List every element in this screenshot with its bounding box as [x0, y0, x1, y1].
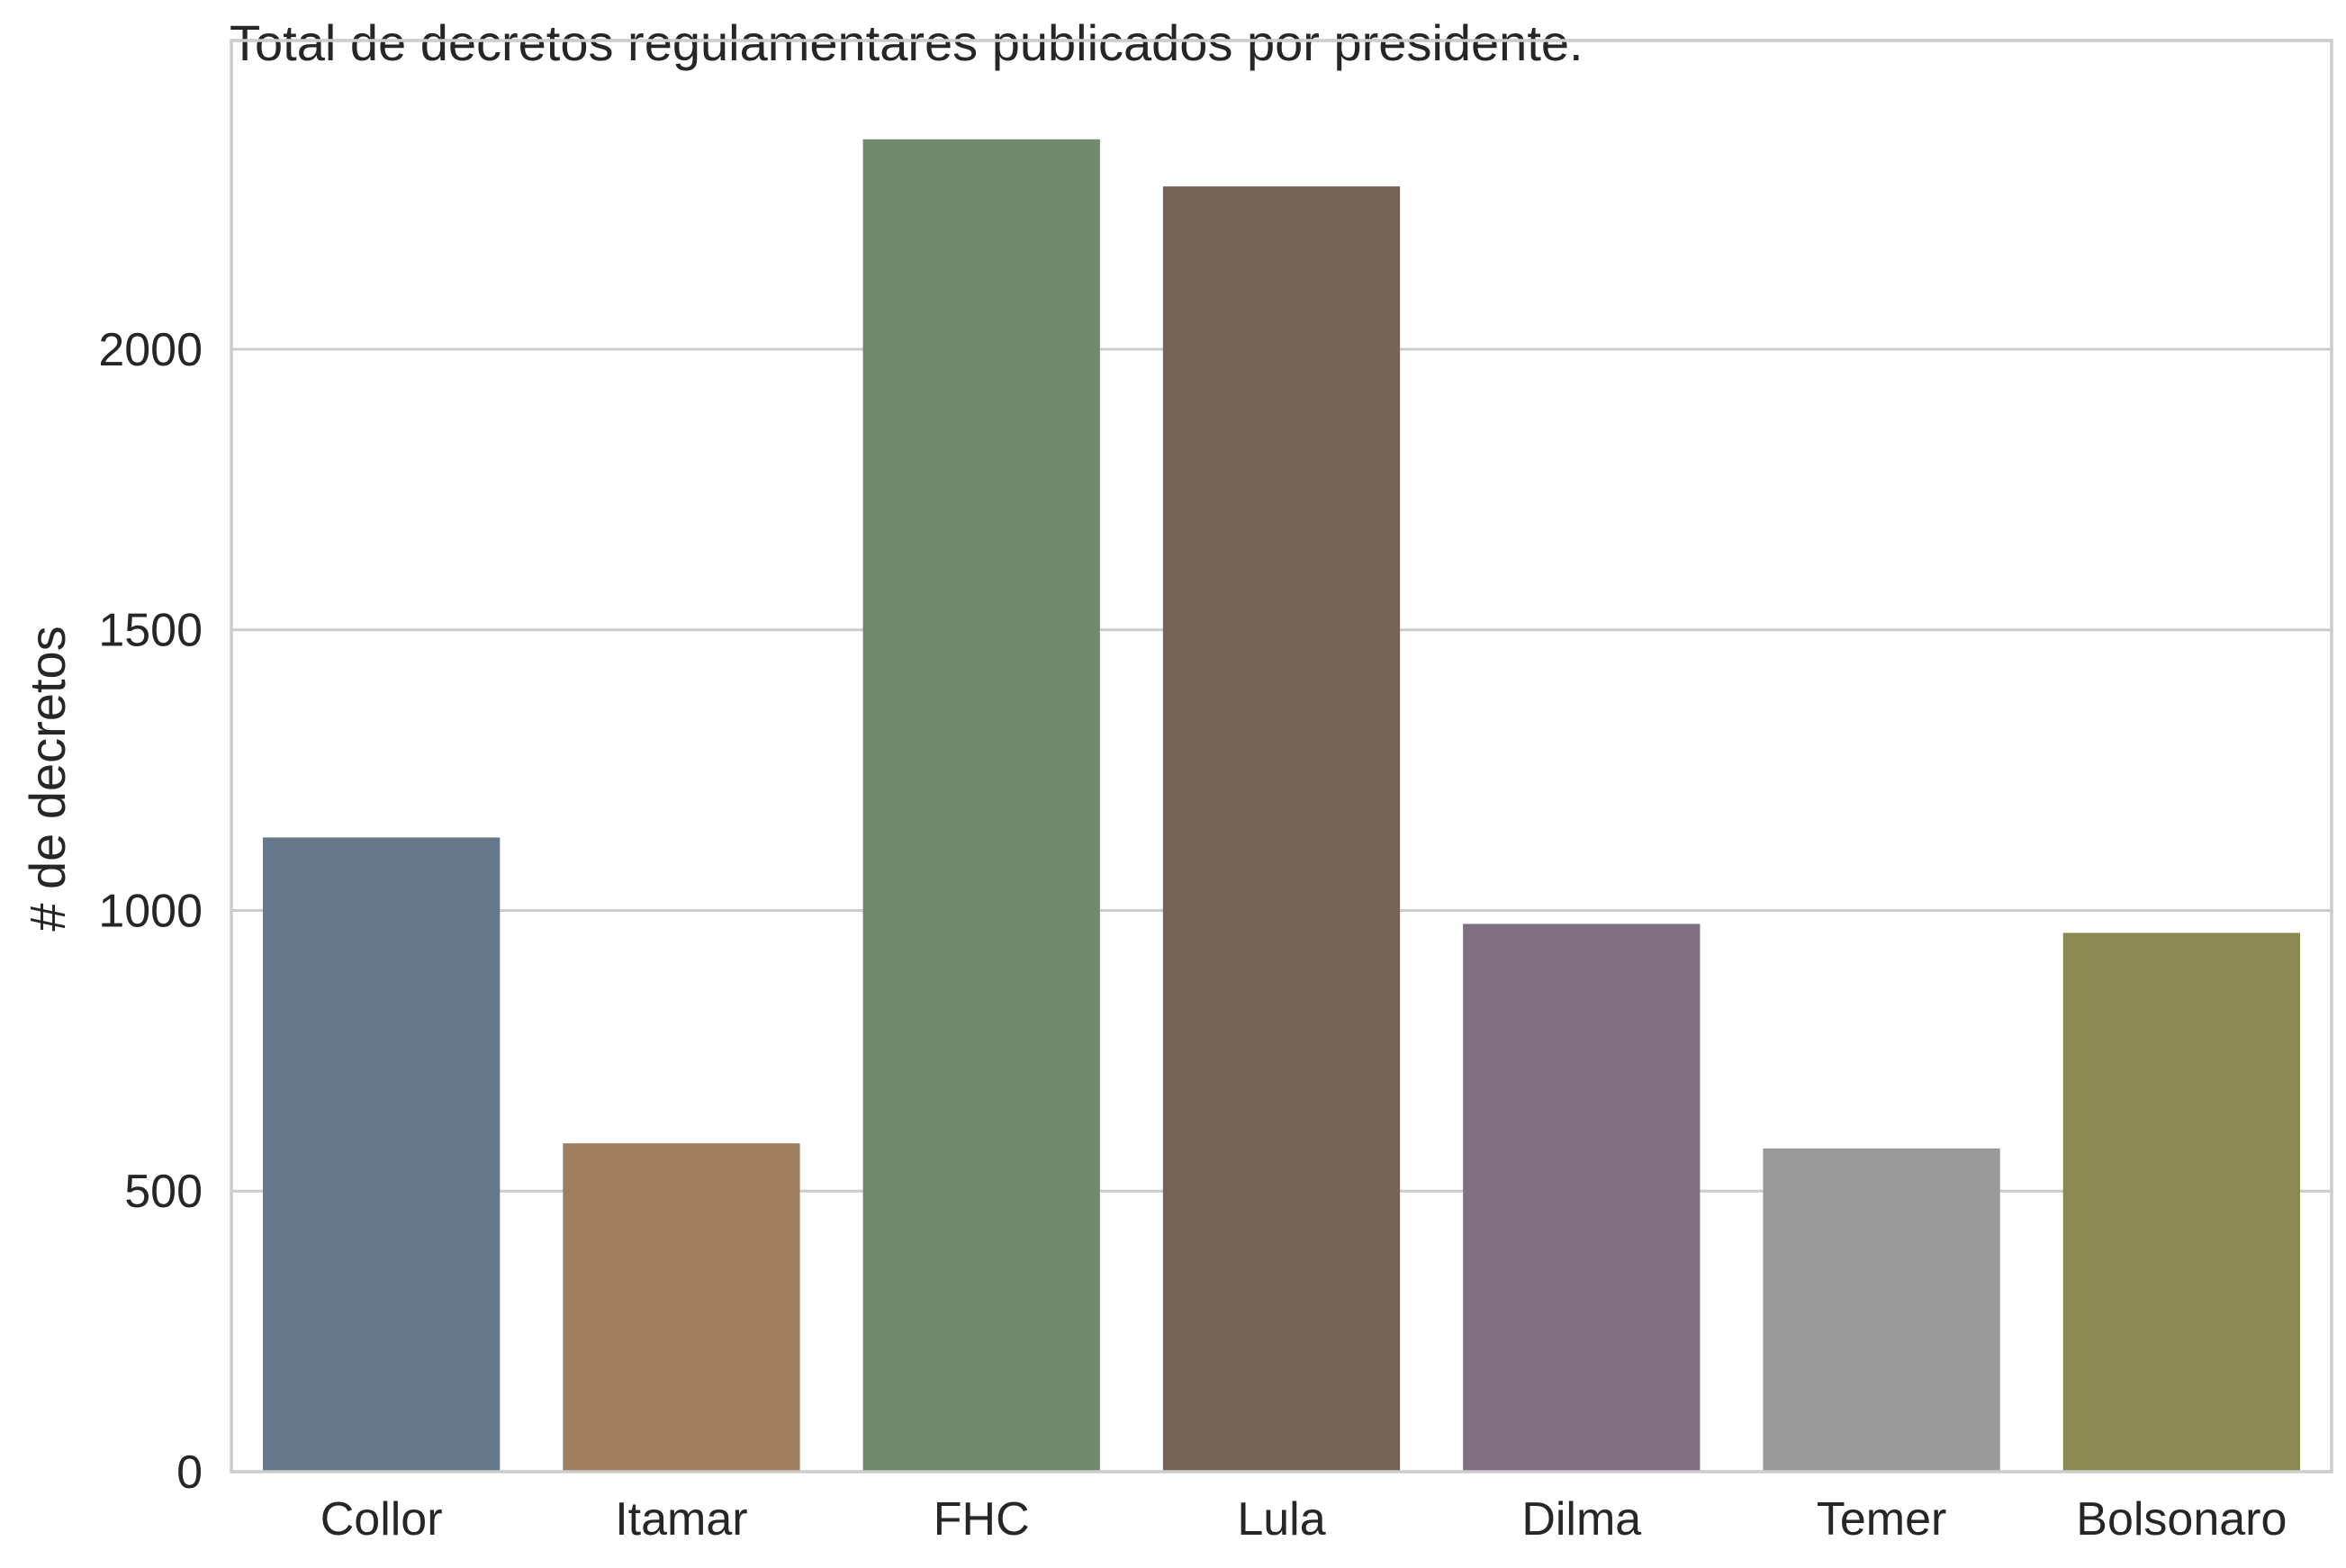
bar-fhc: [862, 139, 1100, 1472]
bar-collor: [262, 837, 501, 1472]
plot-frame: [230, 39, 2333, 1473]
x-tick-label: FHC: [934, 1493, 1030, 1545]
x-tick-label: Collor: [320, 1493, 443, 1545]
y-tick-label: 2000: [98, 324, 203, 376]
x-tick-label: Temer: [1817, 1493, 1946, 1545]
bar-bolsonaro: [2062, 933, 2301, 1472]
bar-itamar: [563, 1143, 800, 1472]
x-tick-label: Itamar: [615, 1493, 747, 1545]
chart-title: Total de decretos regulamentares publica…: [230, 14, 1584, 71]
bar-temer: [1763, 1148, 2000, 1472]
y-tick-labels: 0 500 1000 1500 2000: [98, 324, 203, 1499]
y-tick-label: 500: [124, 1166, 203, 1218]
y-tick-label: 0: [176, 1446, 203, 1499]
x-tick-label: Lula: [1237, 1493, 1325, 1545]
bar-dilma: [1463, 924, 1701, 1472]
y-tick-label: 1000: [98, 885, 203, 937]
x-tick-label: Dilma: [1521, 1493, 1641, 1545]
y-axis-label: # de decretos: [19, 626, 76, 931]
bar-lula: [1162, 186, 1401, 1472]
bars: [262, 139, 2301, 1472]
x-tick-label: Bolsonaro: [2076, 1493, 2287, 1545]
y-tick-label: 1500: [98, 605, 203, 657]
x-tick-labels: Collor Itamar FHC Lula Dilma Temer Bolsonaro: [320, 1493, 2287, 1545]
